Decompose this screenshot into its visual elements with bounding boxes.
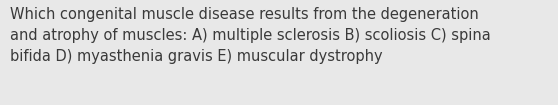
Text: Which congenital muscle disease results from the degeneration
and atrophy of mus: Which congenital muscle disease results … bbox=[10, 7, 491, 64]
